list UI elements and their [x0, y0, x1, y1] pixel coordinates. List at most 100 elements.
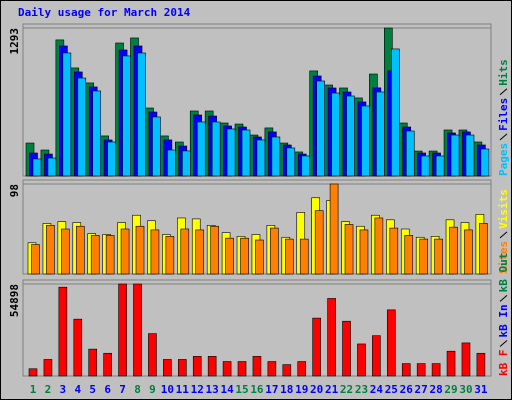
bar [120, 228, 130, 275]
bar [167, 149, 176, 177]
bar [446, 350, 456, 377]
x-tick-label: 29 [444, 383, 457, 396]
bar [431, 363, 441, 377]
bar [241, 129, 251, 177]
y-tick-label: 1293 [8, 28, 21, 55]
bar [271, 136, 281, 177]
x-tick-label: 15 [235, 383, 248, 396]
x-tick-label: 14 [220, 383, 234, 396]
bar [297, 361, 307, 377]
bar [135, 225, 145, 275]
y-tick-label: 54898 [8, 284, 21, 317]
bar [77, 77, 87, 177]
x-tick-label: 16 [250, 383, 264, 396]
bar [61, 228, 70, 275]
x-tick-label: 31 [474, 383, 488, 396]
bar [252, 356, 262, 377]
bar [75, 225, 85, 275]
legend-entry: Hits [497, 59, 510, 86]
bar [331, 92, 340, 177]
legend-separator [499, 231, 508, 239]
bar [28, 368, 38, 377]
bar [327, 298, 336, 377]
bar [301, 155, 311, 177]
bar [73, 318, 83, 377]
bar [479, 223, 488, 275]
bar [389, 227, 399, 275]
bar [237, 361, 247, 377]
bar [314, 210, 324, 275]
bar [192, 356, 202, 377]
bar [476, 352, 486, 377]
bar [118, 283, 127, 377]
legend-entry: Sites [497, 241, 510, 274]
legend-entry: Pages [497, 143, 510, 176]
bar [461, 342, 471, 377]
bar [391, 48, 400, 177]
x-tick-label: 18 [280, 383, 293, 396]
x-tick-label: 22 [340, 383, 353, 396]
x-tick-label: 11 [176, 383, 190, 396]
legend-separator [499, 294, 508, 302]
bar [256, 139, 266, 177]
bar [133, 283, 142, 377]
x-tick-label: 2 [45, 383, 52, 396]
x-tick-label: 30 [459, 383, 472, 396]
bar [105, 235, 115, 275]
bar [285, 238, 294, 275]
bar [196, 121, 206, 177]
bar [210, 225, 219, 275]
bar [450, 134, 460, 177]
bar [47, 157, 57, 177]
bar [211, 121, 221, 177]
legend-entry: kB Out [497, 253, 510, 293]
bar [222, 361, 232, 377]
bar [480, 148, 490, 177]
bar [92, 90, 102, 177]
bar [435, 155, 445, 177]
x-tick-label: 20 [310, 383, 323, 396]
bar [240, 237, 249, 275]
bar [58, 286, 68, 377]
bar [90, 235, 100, 275]
x-tick-label: 6 [104, 383, 111, 396]
bar [207, 356, 217, 377]
legend-entry: kB F [497, 350, 510, 377]
bar [195, 229, 205, 275]
bar [359, 229, 369, 275]
x-tick-label: 24 [370, 383, 384, 396]
x-tick-label: 12 [191, 383, 204, 396]
bar [361, 105, 370, 177]
bar [374, 217, 384, 275]
legend-entry: Files [497, 98, 510, 131]
bar [43, 359, 53, 377]
bar [46, 225, 55, 275]
bar [342, 320, 351, 377]
y-tick-label: 98 [8, 184, 21, 197]
bar [434, 238, 443, 275]
bar [180, 228, 190, 275]
bar [465, 134, 475, 177]
bar [346, 95, 355, 177]
bar [286, 147, 296, 177]
bar [31, 244, 40, 275]
x-tick-label: 19 [295, 383, 308, 396]
x-tick-label: 3 [60, 383, 67, 396]
x-tick-label: 10 [161, 383, 174, 396]
legend-separator [499, 133, 508, 141]
bar [103, 352, 112, 377]
x-tick-label: 27 [415, 383, 428, 396]
bar [270, 227, 279, 275]
bar [137, 52, 146, 177]
bar [401, 363, 411, 377]
x-tick-label: 7 [119, 383, 126, 396]
x-tick-label: 8 [134, 383, 141, 396]
bar [62, 52, 72, 177]
x-tick-label: 21 [325, 383, 339, 396]
bar [376, 91, 385, 177]
bar [152, 116, 161, 177]
legend-entry: Visits [497, 189, 510, 229]
bar [464, 229, 473, 275]
